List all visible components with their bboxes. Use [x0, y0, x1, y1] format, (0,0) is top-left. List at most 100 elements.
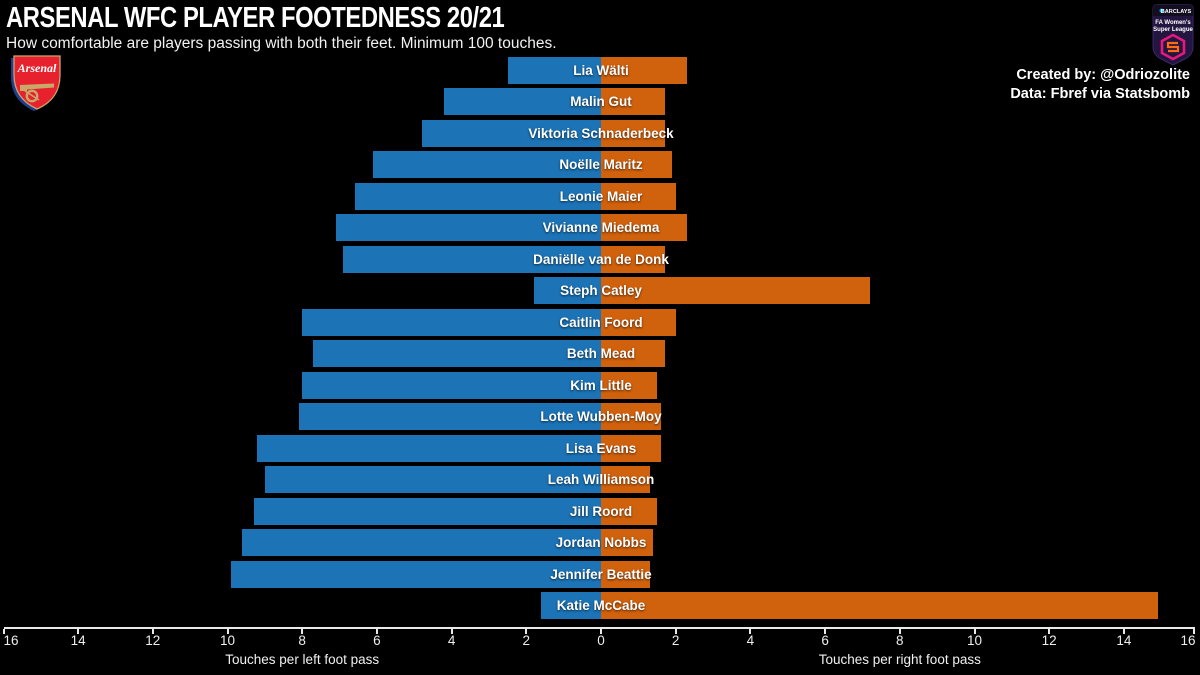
player-label: Katie McCabe — [556, 598, 646, 613]
bar-right-foot — [601, 120, 665, 147]
player-label: Daniëlle van de Donk — [533, 252, 669, 267]
player-label: Viktoria Schnaderbeck — [528, 126, 674, 141]
axis-tick-label: 2 — [671, 633, 680, 648]
bar-right-foot — [601, 246, 665, 273]
barclays-eagle-icon — [1159, 8, 1164, 13]
bar-left-foot — [242, 529, 601, 556]
bar-right-foot — [601, 88, 665, 115]
bar-right-foot — [601, 466, 650, 493]
axis-tick — [898, 629, 901, 634]
bar-left-foot — [373, 151, 601, 178]
bar-right-foot — [601, 529, 654, 556]
credit-source: Data: Fbref via Statsbomb — [1010, 86, 1190, 102]
axis-tick — [1193, 629, 1195, 634]
axis-tick — [77, 629, 80, 634]
axis-tick — [151, 629, 154, 634]
axis-tick — [749, 629, 752, 634]
player-label: Beth Mead — [566, 346, 636, 361]
player-label: Vivianne Miedema — [542, 220, 660, 235]
axis-tick-label: 0 — [597, 633, 605, 648]
axis-tick — [301, 629, 304, 634]
bar-left-foot — [253, 498, 601, 525]
bar-right-foot — [601, 592, 1158, 619]
player-label: Lotte Wubben-Moy — [540, 409, 662, 424]
fa-wsl-badge: BARCLAYS FA Women's Super League — [1149, 3, 1197, 74]
axis-tick — [3, 629, 5, 634]
player-label: Caitlin Foord — [559, 315, 643, 330]
axis-tick — [1122, 629, 1125, 634]
axis-tick-label: 16 — [3, 633, 19, 648]
arsenal-crest: Arsenal — [8, 54, 64, 119]
axis-tick-label: 12 — [1041, 633, 1057, 648]
axis-tick — [375, 629, 378, 634]
axis-tick-label: 2 — [522, 633, 531, 648]
bar-left-foot — [264, 466, 601, 493]
bar-right-foot — [601, 151, 672, 178]
bar-left-foot — [343, 246, 601, 273]
player-label: Malin Gut — [570, 94, 632, 109]
credit-author: Created by: @Odriozolite — [1016, 67, 1190, 83]
bar-right-foot — [601, 183, 676, 210]
axis-tick-label: 4 — [447, 633, 456, 648]
page-title: ARSENAL WFC PLAYER FOOTEDNESS 20/21 — [6, 2, 505, 34]
axis-label-left-foot: Touches per left foot pass — [225, 652, 380, 667]
bar-right-foot — [601, 498, 657, 525]
bar-right-foot — [601, 372, 657, 399]
axis-tick-label: 4 — [746, 633, 755, 648]
bar-left-foot — [335, 214, 601, 241]
axis-tick-label: 8 — [298, 633, 306, 648]
bar-right-foot — [601, 277, 870, 304]
axis-tick — [600, 629, 602, 634]
axis-tick — [450, 629, 453, 634]
bar-left-foot — [231, 561, 601, 588]
fa-wsl-badge-icon: BARCLAYS FA Women's Super League — [1152, 4, 1194, 66]
bar-left-foot — [541, 592, 601, 619]
wsl-s-logo-icon — [1160, 33, 1186, 61]
axis-tick-label: 14 — [1116, 633, 1132, 648]
page-subtitle: How comfortable are players passing with… — [6, 35, 557, 52]
axis-tick-label: 14 — [70, 633, 86, 648]
arsenal-crest-label: Arsenal — [17, 61, 57, 75]
wsl-league-line1: FA Women's — [1155, 20, 1191, 26]
axis-tick — [226, 629, 229, 634]
bar-left-foot — [533, 277, 601, 304]
player-label: Leonie Maier — [559, 189, 643, 204]
player-label: Jordan Nobbs — [555, 535, 647, 550]
bar-right-foot — [601, 435, 661, 462]
axis-tick-label: 10 — [219, 633, 236, 648]
axis-tick-label: 8 — [896, 633, 904, 648]
cannon-icon — [20, 83, 54, 103]
bar-left-foot — [313, 340, 601, 367]
player-label: Jill Roord — [569, 504, 633, 519]
axis-tick — [1048, 629, 1051, 634]
player-label: Steph Catley — [560, 283, 642, 298]
bar-left-foot — [302, 309, 601, 336]
player-label: Lisa Evans — [565, 441, 637, 456]
barclays-wordmark: BARCLAYS — [1161, 9, 1192, 15]
axis-tick — [525, 629, 528, 634]
bar-right-foot — [601, 340, 665, 367]
bar-left-foot — [257, 435, 601, 462]
bar-left-foot — [302, 372, 601, 399]
bar-left-foot — [444, 88, 601, 115]
player-label: Noëlle Maritz — [559, 157, 643, 172]
player-label: Kim Little — [570, 378, 632, 393]
axis-tick — [824, 629, 827, 634]
axis-tick-label: 10 — [966, 633, 983, 648]
player-label: Jennifer Beattie — [550, 567, 652, 582]
player-label: Leah Williamson — [547, 472, 655, 487]
bar-left-foot — [507, 57, 601, 84]
player-label: Lia Wälti — [573, 63, 629, 78]
arsenal-crest-icon: Arsenal — [11, 55, 61, 111]
credits: Created by: @Odriozolite Data: Fbref via… — [1010, 66, 1190, 104]
axis-label-right-foot: Touches per right foot pass — [818, 652, 981, 667]
bar-left-foot — [354, 183, 601, 210]
bar-left-foot — [298, 403, 601, 430]
axis-tick — [674, 629, 677, 634]
x-axis-line — [4, 627, 1195, 629]
axis-tick-label: 16 — [1180, 633, 1196, 648]
bar-right-foot — [601, 403, 661, 430]
axis-tick-label: 6 — [373, 633, 381, 648]
